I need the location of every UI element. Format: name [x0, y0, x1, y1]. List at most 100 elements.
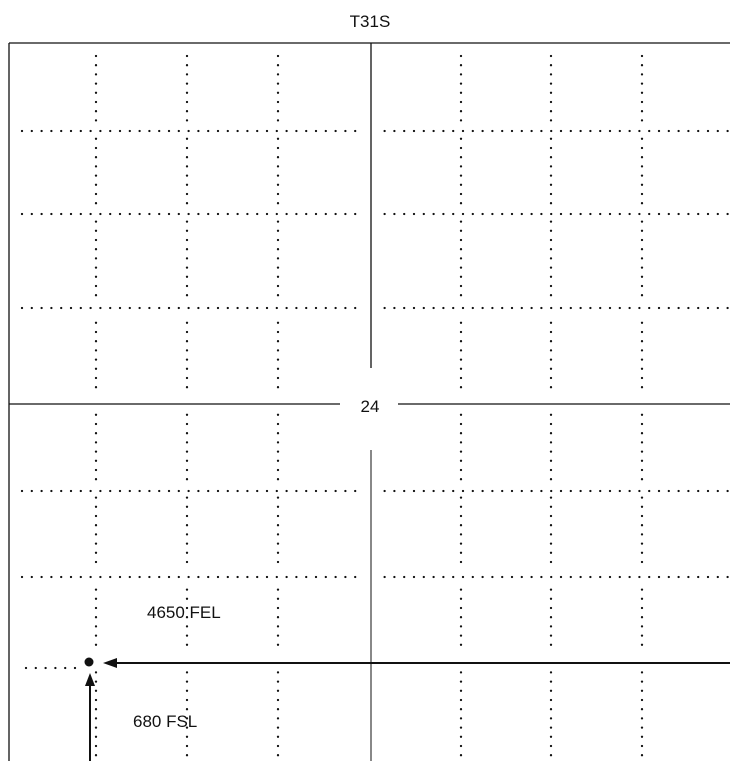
grid-dot	[207, 306, 210, 310]
grid-dot	[549, 174, 553, 177]
grid-dot	[569, 575, 572, 579]
grid-dot	[549, 220, 553, 223]
grid-dot	[276, 726, 280, 729]
grid-dot	[706, 489, 710, 493]
grid-dot	[94, 606, 98, 610]
grid-dot	[236, 129, 239, 133]
grid-dot	[185, 137, 189, 140]
grid-dot	[276, 340, 280, 343]
grid-dot	[628, 129, 631, 133]
grid-dot	[276, 73, 280, 76]
grid-dot	[549, 257, 553, 260]
grid-dot	[185, 533, 189, 536]
grid-dot	[246, 212, 249, 216]
grid-dot	[549, 478, 553, 481]
grid-dot	[276, 459, 280, 462]
grid-dot	[177, 575, 180, 579]
grid-dot	[640, 358, 644, 361]
grid-dot	[276, 91, 280, 94]
grid-dot	[559, 306, 563, 310]
grid-dot	[276, 257, 280, 260]
grid-dot	[185, 54, 189, 58]
grid-dot	[459, 119, 463, 122]
grid-dot	[236, 306, 239, 310]
grid-dot	[275, 575, 278, 579]
grid-dot	[276, 202, 280, 205]
grid-dot	[687, 129, 690, 133]
grid-dot	[459, 340, 463, 343]
grid-dot	[549, 680, 553, 683]
grid-dot	[549, 735, 553, 738]
grid-dot	[549, 376, 553, 380]
grid-dot	[89, 129, 92, 133]
grid-dot	[276, 744, 280, 748]
grid-dot	[94, 478, 98, 481]
grid-dot	[579, 575, 582, 579]
grid-dot	[459, 202, 463, 205]
grid-dot	[667, 489, 670, 493]
grid-dot	[459, 156, 463, 159]
grid-dot	[276, 708, 280, 711]
grid-dot	[79, 575, 82, 579]
grid-dot	[276, 551, 280, 554]
grid-dot	[412, 489, 416, 493]
grid-dot	[276, 82, 280, 85]
grid-dot	[640, 680, 644, 683]
grid-dot	[187, 489, 190, 493]
grid-dot	[549, 238, 553, 242]
grid-dot	[640, 671, 644, 674]
grid-dot	[94, 754, 98, 757]
grid-dot	[640, 119, 644, 122]
grid-dot	[549, 91, 553, 94]
grid-dot	[540, 575, 543, 579]
grid-dot	[640, 100, 644, 104]
grid-dot	[185, 468, 189, 472]
grid-dot	[640, 496, 644, 499]
grid-dot	[640, 238, 644, 242]
grid-dot	[295, 129, 298, 133]
grid-dot	[549, 119, 553, 122]
grid-dot	[185, 119, 189, 122]
grid-dot	[40, 489, 43, 493]
grid-dot	[549, 524, 553, 527]
grid-dot	[459, 726, 463, 729]
grid-dot	[510, 212, 514, 216]
grid-dot	[459, 192, 463, 196]
grid-dot	[640, 588, 644, 591]
grid-dot	[148, 306, 151, 310]
grid-dot	[549, 367, 553, 370]
grid-dot	[334, 212, 337, 216]
grid-dot	[452, 212, 455, 216]
grid-dot	[60, 489, 63, 493]
grid-dot	[138, 306, 141, 310]
grid-dot	[54, 666, 57, 670]
grid-dot	[459, 606, 463, 610]
grid-dot	[20, 306, 24, 310]
grid-dot	[640, 735, 644, 738]
grid-dot	[640, 708, 644, 711]
grid-dot	[640, 634, 644, 637]
grid-dot	[185, 450, 189, 453]
grid-dot	[305, 489, 308, 493]
grid-dot	[459, 64, 463, 67]
grid-dot	[559, 575, 563, 579]
grid-dot	[207, 489, 210, 493]
grid-dot	[550, 489, 553, 493]
grid-dot	[187, 129, 190, 133]
grid-dot	[94, 533, 98, 536]
grid-dot	[185, 284, 189, 288]
grid-dot	[324, 129, 327, 133]
grid-dot	[393, 212, 396, 216]
grid-dot	[64, 666, 67, 670]
grid-dot	[94, 459, 98, 462]
grid-dot	[640, 220, 644, 223]
grid-dot	[20, 489, 24, 493]
grid-dot	[640, 330, 644, 334]
grid-dot	[226, 212, 229, 216]
grid-dot	[185, 616, 189, 619]
grid-dot	[677, 129, 680, 133]
grid-dot	[459, 248, 463, 251]
grid-dot	[109, 212, 112, 216]
grid-dot	[30, 129, 33, 133]
grid-dot	[716, 575, 719, 579]
